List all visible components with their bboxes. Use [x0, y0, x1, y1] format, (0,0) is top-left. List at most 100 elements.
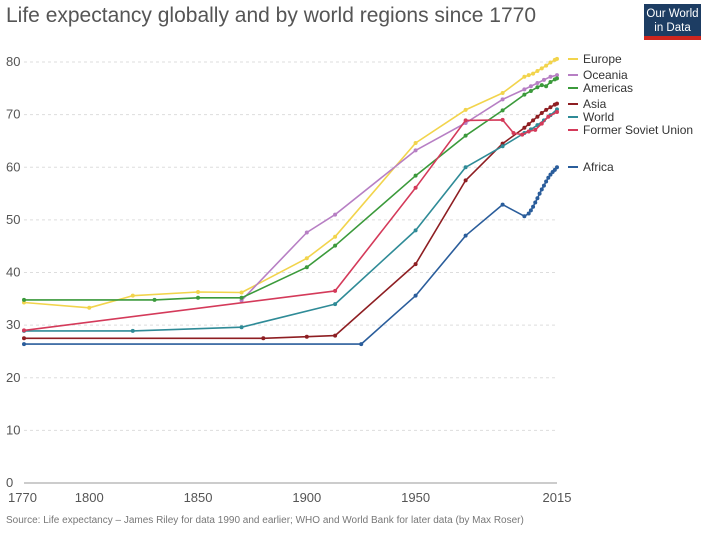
data-point	[463, 165, 468, 170]
legend-label: Americas	[583, 81, 633, 95]
legend-label: Africa	[583, 160, 614, 174]
data-point	[555, 73, 559, 78]
legend-label: Europe	[583, 52, 622, 66]
data-point	[333, 333, 338, 338]
legend-item-oceania: Oceania	[568, 68, 628, 82]
data-point	[548, 74, 553, 79]
data-point	[539, 111, 544, 116]
series-americas	[22, 76, 559, 302]
source-note: Source: Life expectancy – James Riley fo…	[6, 515, 524, 526]
data-point	[531, 118, 536, 123]
axes: 0 10 20 30 40 50 60 70 80 1770 1800 1850 1900 1950 201…	[6, 54, 571, 505]
logo-line-1: Our World	[646, 8, 699, 20]
data-point	[535, 114, 540, 119]
data-point	[555, 76, 559, 81]
legend-item-americas: Americas	[568, 81, 633, 95]
data-point	[500, 144, 505, 149]
series-line	[24, 102, 558, 340]
series-line	[23, 111, 558, 332]
data-point	[555, 101, 559, 106]
data-point	[359, 342, 364, 347]
data-point	[333, 212, 338, 217]
legend-item-world: World	[568, 110, 614, 124]
data-point	[500, 202, 505, 207]
y-tick-label: 20	[6, 370, 20, 385]
owid-logo[interactable]: Our World in Data	[644, 4, 701, 40]
data-point	[261, 336, 266, 341]
series-asia	[22, 101, 559, 341]
data-point	[555, 165, 559, 170]
data-point	[535, 85, 540, 90]
y-tick-label: 40	[6, 265, 20, 280]
data-point	[413, 228, 418, 233]
data-point	[522, 125, 527, 130]
data-point	[22, 297, 26, 302]
series-line	[241, 74, 558, 301]
data-point	[500, 91, 505, 96]
data-point	[500, 97, 505, 102]
data-point	[413, 148, 418, 153]
series-africa	[22, 165, 559, 347]
data-point	[333, 243, 338, 248]
data-point	[239, 325, 244, 330]
data-point	[196, 289, 201, 294]
data-point	[333, 288, 338, 293]
logo-line-2: in Data	[654, 22, 691, 34]
data-point	[304, 256, 309, 261]
legend-item-former-soviet-union: Former Soviet Union	[568, 123, 693, 137]
x-tick-label: 1900	[292, 490, 321, 505]
data-point	[552, 167, 557, 172]
data-point	[528, 208, 533, 213]
data-point	[130, 293, 135, 298]
x-tick-label: 1770	[8, 490, 37, 505]
y-tick-label: 80	[6, 54, 20, 69]
data-point	[548, 60, 553, 65]
y-tick-label: 70	[6, 107, 20, 122]
series-lines	[22, 56, 559, 347]
y-tick-label: 10	[6, 422, 20, 437]
data-point	[152, 297, 157, 302]
data-point	[539, 66, 544, 71]
data-point	[130, 328, 135, 333]
data-point	[535, 81, 540, 86]
data-point	[522, 214, 527, 219]
data-point	[87, 305, 92, 310]
data-point	[526, 211, 531, 216]
data-point	[535, 196, 540, 201]
legend-label: World	[583, 110, 614, 124]
legend-label: Oceania	[583, 68, 628, 82]
data-point	[533, 200, 538, 205]
data-point	[546, 114, 551, 119]
x-tick-label: 1950	[401, 490, 430, 505]
data-point	[526, 129, 531, 134]
data-point	[413, 185, 418, 190]
data-point	[413, 141, 418, 146]
series-line	[24, 166, 558, 345]
legend-item-europe: Europe	[568, 52, 622, 66]
data-point	[22, 328, 26, 333]
data-point	[413, 293, 418, 298]
series-former-soviet-union	[22, 109, 559, 333]
data-point	[333, 234, 338, 239]
x-tick-label: 1800	[75, 490, 104, 505]
data-point	[526, 73, 531, 78]
data-point	[22, 342, 26, 347]
logo-accent-bar	[644, 36, 701, 40]
data-point	[511, 131, 516, 136]
data-point	[522, 87, 527, 92]
series-oceania	[239, 73, 559, 303]
data-point	[546, 175, 551, 180]
y-tick-label: 60	[6, 159, 20, 174]
data-point	[463, 133, 468, 138]
data-point	[548, 105, 553, 110]
data-point	[22, 336, 26, 341]
data-point	[239, 290, 244, 295]
x-tick-label: 1850	[184, 490, 213, 505]
data-point	[535, 68, 540, 73]
data-point	[548, 79, 553, 84]
data-point	[533, 127, 538, 132]
data-point	[304, 334, 309, 339]
data-point	[463, 233, 468, 238]
chart-title: Life expectancy globally and by world re…	[6, 4, 536, 27]
